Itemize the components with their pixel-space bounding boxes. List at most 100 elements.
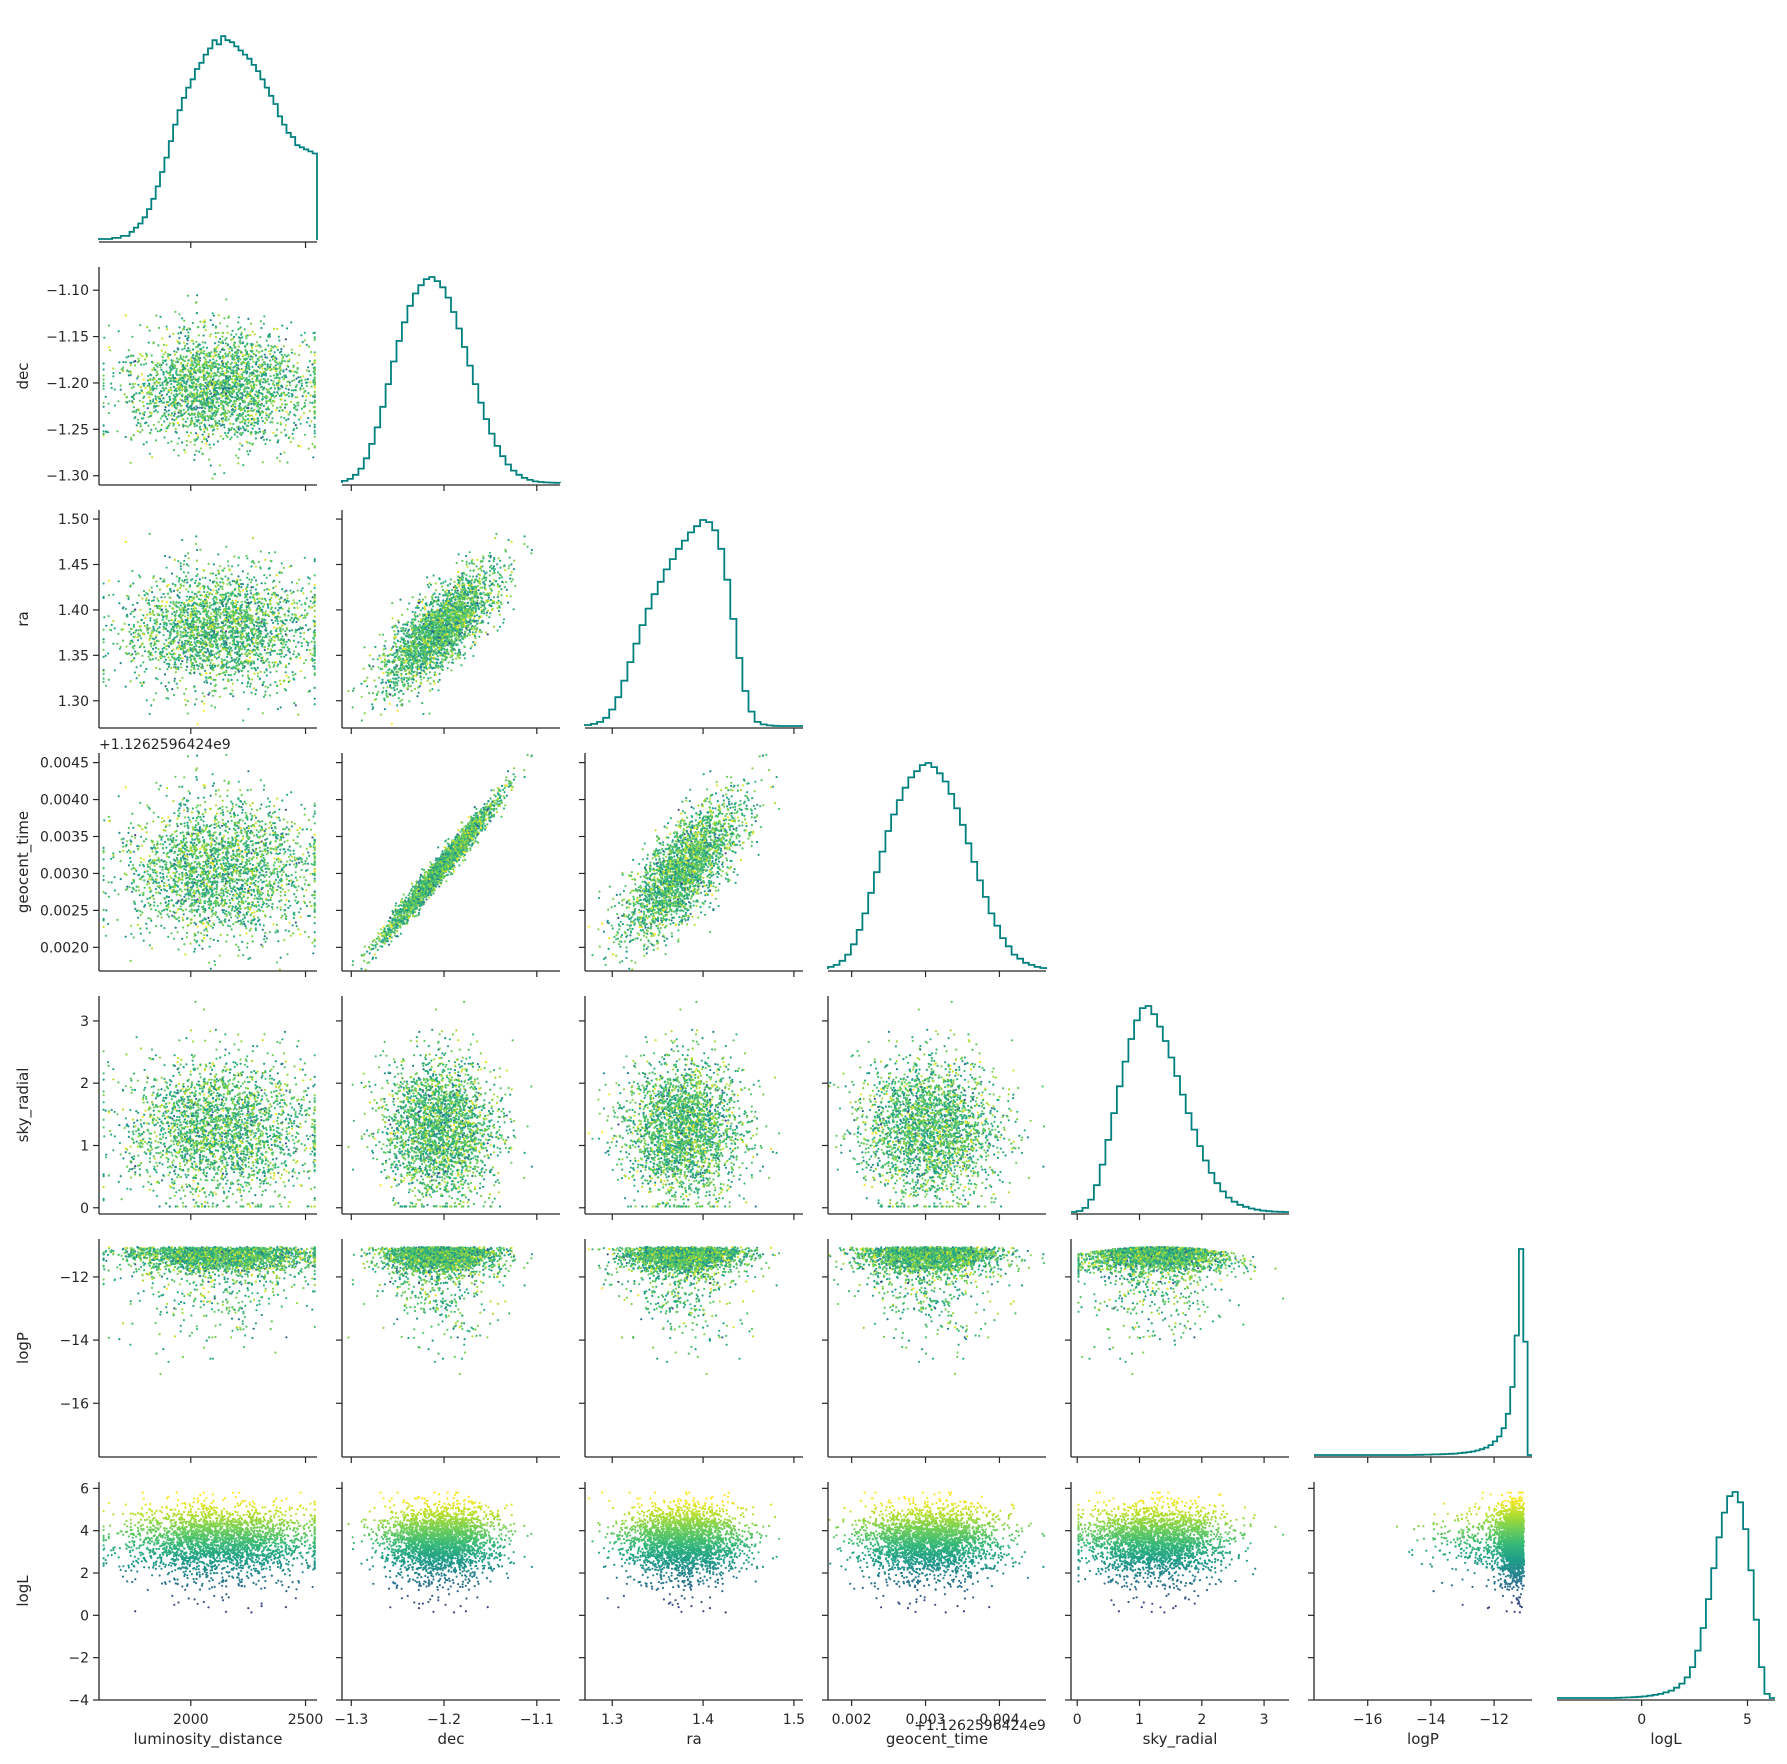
scatter-point <box>285 338 287 340</box>
scatter-point <box>210 319 212 321</box>
scatter-point <box>314 406 316 408</box>
scatter-point <box>149 411 151 413</box>
scatter-point <box>289 384 291 386</box>
scatter-point <box>177 332 179 334</box>
scatter-point <box>171 418 173 420</box>
scatter-point <box>169 335 171 337</box>
scatter-point <box>170 359 172 361</box>
scatter-point <box>108 324 110 326</box>
scatter-point <box>149 378 151 380</box>
scatter-point <box>228 428 230 430</box>
scatter-point <box>185 421 187 423</box>
scatter-point <box>285 368 287 370</box>
scatter-point <box>250 433 252 435</box>
scatter-point <box>280 422 282 424</box>
scatter-point <box>293 375 295 377</box>
scatter-point <box>214 355 216 357</box>
scatter-point <box>254 333 256 335</box>
scatter-point <box>290 441 292 443</box>
scatter-point <box>291 395 293 397</box>
scatter-point <box>210 375 212 377</box>
scatter-point <box>202 453 204 455</box>
scatter-point <box>244 410 246 412</box>
scatter-point <box>176 407 178 409</box>
scatter-point <box>208 424 210 426</box>
scatter-point <box>161 424 163 426</box>
scatter-point <box>283 345 285 347</box>
scatter-point <box>149 432 151 434</box>
scatter-point <box>187 409 189 411</box>
scatter-point <box>235 364 237 366</box>
scatter-point <box>240 427 242 429</box>
scatter-point <box>135 411 137 413</box>
scatter-point <box>169 371 171 373</box>
scatter-point <box>272 383 274 385</box>
scatter-point <box>236 376 238 378</box>
scatter-point <box>241 332 243 334</box>
scatter-points-luminosity_distance-dec <box>103 294 316 480</box>
scatter-point <box>103 378 105 380</box>
scatter-point <box>241 421 243 423</box>
scatter-point <box>311 402 313 404</box>
scatter-point <box>211 477 213 479</box>
scatter-point <box>235 431 237 433</box>
scatter-point <box>168 409 170 411</box>
scatter-point <box>269 353 271 355</box>
scatter-point <box>218 405 220 407</box>
scatter-point <box>208 375 210 377</box>
scatter-point <box>197 326 199 328</box>
scatter-point <box>139 392 141 394</box>
scatter-point <box>286 360 288 362</box>
scatter-point <box>103 337 105 339</box>
scatter-point <box>263 405 265 407</box>
scatter-point <box>255 345 257 347</box>
scatter-point <box>178 415 180 417</box>
scatter-point <box>240 334 242 336</box>
scatter-point <box>105 430 107 432</box>
scatter-point <box>182 369 184 371</box>
scatter-point <box>174 311 176 313</box>
scatter-point <box>290 401 292 403</box>
scatter-point <box>309 401 311 403</box>
scatter-point <box>263 439 265 441</box>
scatter-point <box>277 439 279 441</box>
scatter-point <box>248 356 250 358</box>
scatter-point <box>194 439 196 441</box>
scatter-point <box>257 366 259 368</box>
scatter-point <box>152 400 154 402</box>
scatter-point <box>262 436 264 438</box>
scatter-point <box>191 403 193 405</box>
scatter-point <box>249 450 251 452</box>
scatter-point <box>196 294 198 296</box>
scatter-point <box>183 356 185 358</box>
scatter-point <box>213 443 215 445</box>
scatter-point <box>182 371 184 373</box>
scatter-point <box>166 404 168 406</box>
scatter-point <box>265 408 267 410</box>
scatter-point <box>246 358 248 360</box>
scatter-point <box>231 436 233 438</box>
scatter-point <box>195 302 197 304</box>
scatter-point <box>309 425 311 427</box>
scatter-point <box>314 401 316 403</box>
scatter-point <box>245 350 247 352</box>
scatter-point <box>287 354 289 356</box>
scatter-point <box>251 374 253 376</box>
scatter-point <box>312 363 314 365</box>
scatter-point <box>205 358 207 360</box>
scatter-point <box>205 438 207 440</box>
scatter-point <box>190 352 192 354</box>
scatter-point <box>199 369 201 371</box>
scatter-point <box>159 384 161 386</box>
scatter-point <box>226 325 228 327</box>
scatter-point <box>273 328 275 330</box>
scatter-point <box>247 410 249 412</box>
scatter-point <box>217 371 219 373</box>
scatter-point <box>283 392 285 394</box>
scatter-point <box>189 414 191 416</box>
scatter-point <box>267 365 269 367</box>
scatter-point <box>302 375 304 377</box>
scatter-point <box>103 374 105 376</box>
scatter-point <box>269 439 271 441</box>
scatter-point <box>237 349 239 351</box>
